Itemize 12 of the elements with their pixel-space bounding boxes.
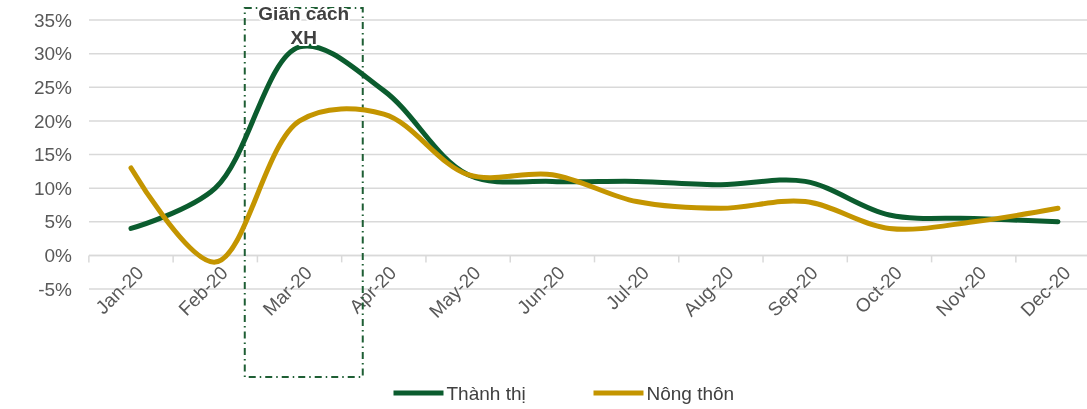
y-tick-label: 25%	[33, 76, 73, 98]
legend-label: Nông thôn	[646, 382, 735, 404]
legend-label: Thành thị	[446, 382, 526, 404]
annotation: Giãn cách XH	[258, 3, 350, 48]
y-tick-label: 10%	[33, 177, 73, 199]
y-tick-label: 5%	[44, 211, 73, 233]
y-tick-label: 0%	[44, 245, 73, 267]
y-tick-label: 15%	[33, 144, 73, 166]
y-tick-label: 30%	[33, 43, 73, 65]
y-tick-label: 20%	[33, 110, 73, 132]
y-tick-label: -5%	[38, 278, 73, 300]
y-tick-label: 35%	[33, 9, 73, 31]
